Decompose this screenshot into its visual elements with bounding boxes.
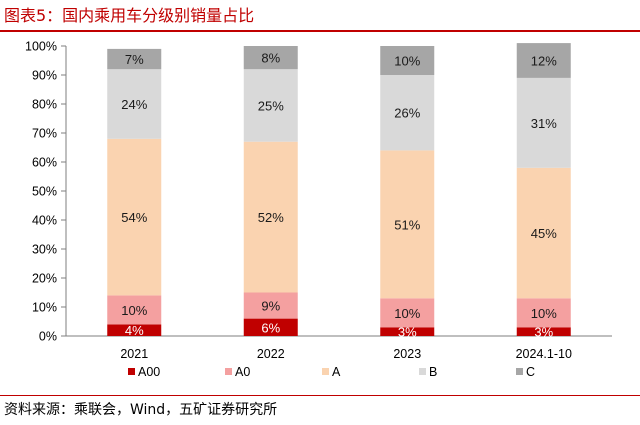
bar-segment-b-2023 [380,75,435,151]
bar-segment-a0-2021 [107,295,162,325]
data-label-b-2024.1-10: 31% [531,116,557,131]
bar-segment-c-2021 [107,48,162,70]
data-label-c-2023: 10% [394,54,420,69]
y-tick-label: 100% [25,40,57,54]
y-tick-label: 70% [32,127,57,141]
data-label-a-2023: 51% [394,217,420,232]
y-tick-label: 30% [32,243,57,257]
y-tick-label: 60% [32,156,57,170]
bar-segment-c-2024.1-10 [516,43,571,78]
legend-swatch-c [516,368,523,375]
legend-label-c: C [526,365,535,379]
bar-segment-a00-2021 [107,324,162,336]
bar-segment-c-2023 [380,46,435,75]
data-label-c-2021: 7% [125,52,144,67]
bar-segment-a0-2024.1-10 [516,298,571,328]
bar-segment-a00-2022 [243,318,298,336]
y-tick-label: 40% [32,214,57,228]
legend-swatch-b [419,368,426,375]
bar-segment-a00-2024.1-10 [516,327,571,336]
data-label-c-2022: 8% [261,51,280,66]
y-tick-label: 20% [32,272,57,286]
data-label-a00-2021: 4% [125,323,144,338]
bar-segment-a-2023 [380,150,435,299]
bar-segment-a-2022 [243,141,298,293]
figure-title: 图表5：国内乘用车分级别销量占比 [4,6,255,25]
legend-label-a: A [332,365,341,379]
x-tick-label: 2021 [120,347,148,361]
data-label-b-2021: 24% [121,97,147,112]
legend-swatch-a [322,368,329,375]
data-label-a-2022: 52% [258,210,284,225]
legend-swatch-a00 [128,368,135,375]
data-label-a0-2024.1-10: 10% [531,306,557,321]
bar-segment-b-2022 [243,69,298,142]
bar-segment-b-2024.1-10 [516,77,571,168]
bar-segment-a-2024.1-10 [516,167,571,299]
y-tick-label: 50% [32,185,57,199]
bar-segment-a0-2022 [243,292,298,319]
legend-swatch-a0 [225,368,232,375]
title-divider [0,30,640,32]
bar-segment-a00-2023 [380,327,435,336]
bar-segment-a-2021 [107,138,162,296]
source-note: 资料来源：乘联会，Wind，五矿证券研究所 [4,402,278,418]
data-label-a0-2023: 10% [394,306,420,321]
stacked-bar-chart: 0% 10% 20% 30% 40% 50% 60% 70% 80% 90% 100% 4% 10% 54… [25,40,612,379]
data-label-a0-2022: 9% [261,299,280,314]
data-label-b-2023: 26% [394,106,420,121]
y-tick-label: 90% [32,69,57,83]
legend-label-b: B [429,365,437,379]
legend-label-a0: A0 [235,365,250,379]
y-tick-label: 80% [32,98,57,112]
bar-segment-a0-2023 [380,298,435,328]
y-tick-label: 0% [39,330,57,344]
data-label-a-2024.1-10: 45% [531,226,557,241]
x-tick-label: 2022 [257,347,285,361]
legend-label-a00: A00 [138,365,160,379]
data-label-b-2022: 25% [258,98,284,113]
x-tick-label: 2023 [393,347,421,361]
x-tick-label: 2024.1-10 [516,347,572,361]
data-label-a0-2021: 10% [121,303,147,318]
source-divider [0,395,640,396]
data-label-a00-2024.1-10: 3% [534,325,553,340]
bar-segment-b-2021 [107,69,162,139]
data-label-a-2021: 54% [121,210,147,225]
data-label-c-2024.1-10: 12% [531,54,557,69]
y-tick-label: 10% [32,301,57,315]
data-label-a00-2023: 3% [398,325,417,340]
data-label-a00-2022: 6% [261,320,280,335]
bar-segment-c-2022 [243,46,298,70]
